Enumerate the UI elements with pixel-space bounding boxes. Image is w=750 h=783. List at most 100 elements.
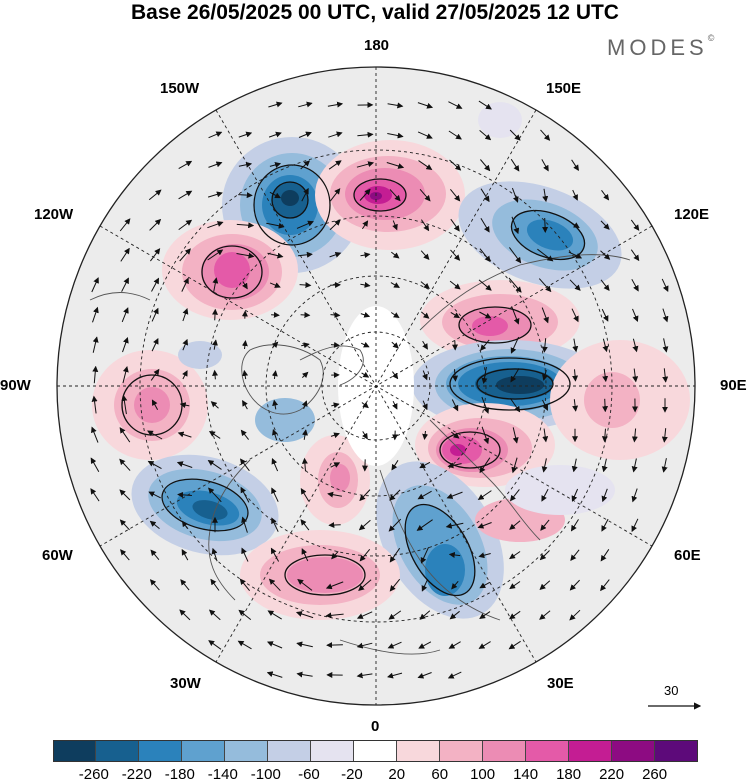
wind-arrow — [149, 579, 160, 591]
wind-arrow — [119, 427, 131, 443]
wind-arrow — [389, 547, 401, 563]
wind-arrow — [478, 552, 491, 559]
wind-arrow — [238, 192, 253, 199]
colorbar-tick-label: -140 — [207, 766, 238, 783]
wind-arrow — [419, 610, 431, 620]
lon-label-30w: 30W — [170, 675, 201, 692]
wind-arrow — [542, 217, 549, 233]
wind-arrow — [122, 336, 129, 353]
wind-arrow — [238, 161, 253, 168]
wind-vectors — [90, 100, 669, 679]
wind-arrow — [602, 338, 609, 353]
wind-arrow — [540, 519, 550, 531]
wind-arrow — [271, 487, 279, 502]
wind-arrow — [418, 641, 432, 649]
wind-arrow — [148, 491, 162, 499]
colorbar-tick-label: 60 — [431, 766, 449, 783]
wind-arrow — [210, 401, 219, 409]
wind-arrow — [511, 187, 519, 203]
wind-arrow — [150, 549, 160, 561]
wind-arrow — [570, 519, 579, 532]
wind-arrow — [511, 457, 518, 474]
colorbar-tick-label: -100 — [250, 766, 281, 783]
wind-arrow — [150, 248, 161, 262]
wind-arrow — [478, 641, 491, 649]
wind-arrow — [542, 399, 548, 411]
wind-arrow — [119, 489, 131, 501]
wind-arrow — [421, 578, 429, 592]
wind-arrow — [91, 277, 99, 293]
colorbar-swatch — [182, 740, 225, 762]
wind-arrow — [269, 191, 281, 199]
wind-arrow — [445, 522, 464, 529]
wind-arrow — [360, 341, 370, 348]
wind-arrow — [327, 101, 344, 108]
wind-arrow — [600, 279, 610, 291]
colorbar-swatch — [225, 740, 268, 762]
wind-arrow — [509, 551, 521, 560]
wind-arrow — [477, 522, 492, 529]
wind-arrow — [241, 547, 249, 562]
lon-label-60e: 60E — [674, 547, 701, 564]
wind-arrow — [331, 402, 340, 409]
wind-arrow — [511, 306, 520, 325]
wind-arrow — [271, 370, 278, 379]
wind-arrow — [508, 277, 522, 293]
wind-arrow — [361, 371, 370, 378]
wind-arrow — [631, 279, 639, 292]
brand-name: MODES — [607, 35, 708, 60]
wind-arrow — [356, 161, 375, 168]
wind-arrow — [417, 131, 433, 139]
wind-arrow — [452, 369, 459, 382]
wind-arrow — [448, 641, 461, 649]
wind-arrow — [449, 159, 462, 171]
wind-arrow — [238, 131, 253, 138]
wind-arrow — [298, 251, 313, 258]
colorbar-tick-label: 220 — [599, 766, 625, 783]
wind-arrow — [179, 609, 191, 621]
wind-arrow — [121, 394, 128, 415]
wind-arrow — [271, 341, 279, 349]
wind-arrow — [236, 222, 255, 229]
colorbar-tick-label: -60 — [298, 766, 320, 783]
colorbar-tick-label: 180 — [556, 766, 582, 783]
wind-arrow — [325, 581, 344, 590]
wind-arrow — [296, 671, 313, 678]
wind-arrow — [387, 102, 404, 109]
colorbar-swatch — [96, 740, 139, 762]
wind-arrow — [176, 461, 193, 468]
wind-arrow — [271, 517, 279, 532]
wind-arrow — [357, 131, 374, 138]
wind-arrow — [266, 222, 285, 229]
wind-arrow — [448, 551, 461, 558]
wind-arrow — [266, 671, 283, 678]
wind-arrow — [301, 548, 309, 562]
wind-arrow — [331, 551, 339, 560]
wind-arrow — [356, 672, 373, 679]
wind-arrow — [572, 399, 579, 412]
wind-arrow — [538, 278, 552, 293]
wind-arrow — [360, 252, 371, 259]
wind-arrow — [270, 547, 280, 562]
wind-arrow — [388, 518, 402, 532]
wind-arrow — [420, 219, 430, 232]
wind-arrow — [208, 131, 223, 139]
wind-arrow — [662, 368, 669, 383]
colorbar-tick-label: -20 — [341, 766, 363, 783]
wind-arrow — [207, 221, 224, 229]
wind-arrow — [151, 307, 159, 322]
wind-arrow — [480, 188, 490, 203]
colorbar-tick-label: 100 — [470, 766, 496, 783]
wind-arrow — [600, 579, 610, 592]
wind-arrow — [328, 160, 342, 170]
wind-arrow — [508, 640, 521, 650]
wind-arrow — [388, 610, 402, 620]
wind-arrow — [479, 581, 491, 589]
wind-arrow — [630, 219, 640, 231]
wind-arrow — [208, 431, 221, 439]
wind-arrow — [539, 580, 551, 590]
wind-arrow — [478, 100, 492, 110]
wind-arrow — [391, 400, 398, 410]
wind-arrow — [241, 516, 248, 533]
